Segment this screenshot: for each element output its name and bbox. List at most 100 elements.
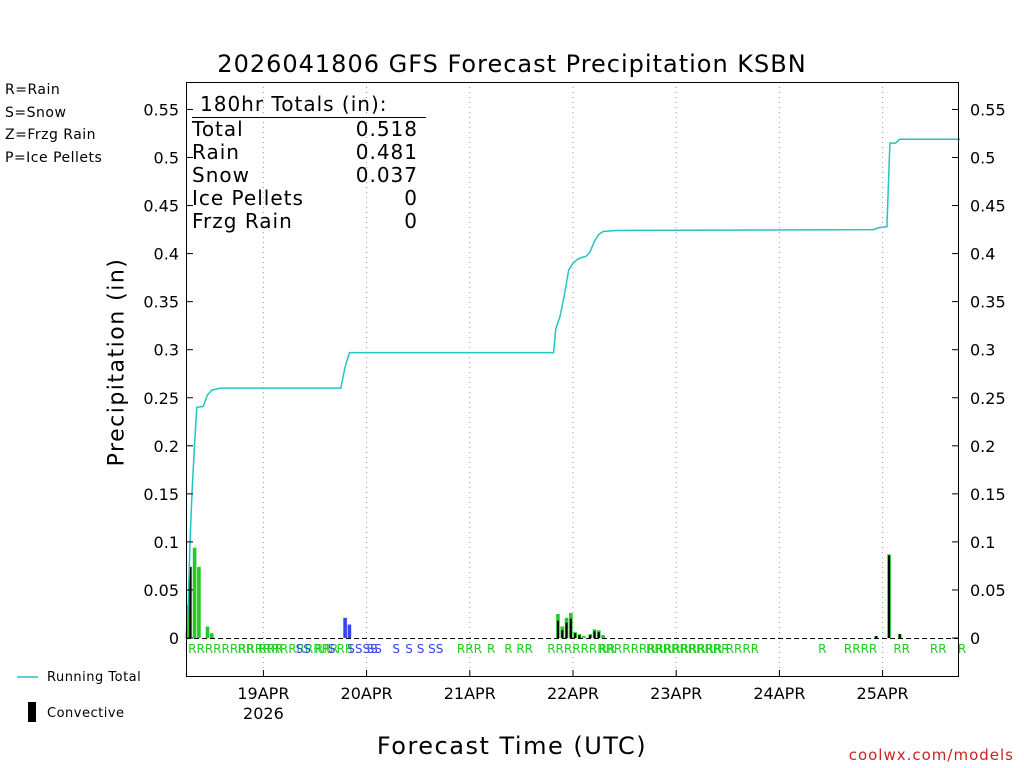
precip-bar xyxy=(210,633,214,638)
ptype-label: RRRRRRRRRR xyxy=(646,642,729,656)
y-tick-label: 0.35 xyxy=(143,293,179,312)
totals-row-ice-pellets: Ice Pellets 0 xyxy=(192,187,418,210)
y-tick-label: 0.45 xyxy=(143,197,179,216)
convective-bar xyxy=(578,635,581,638)
convective-bar xyxy=(875,636,878,638)
y-tick-label: 0.05 xyxy=(143,581,179,600)
ptype-label: RRR xyxy=(457,642,482,656)
ptype-label: RRRR xyxy=(726,642,759,656)
site-credit: coolwx.com/models xyxy=(848,746,1014,764)
ptype-label: RRRRRRRRRRRRRRRRRRRRR xyxy=(547,642,722,656)
y-tick-label: 0.4 xyxy=(154,245,179,264)
ptype-label: RR xyxy=(930,642,947,656)
convective-bar xyxy=(593,631,596,638)
totals-row-total: Total 0.518 xyxy=(192,118,418,141)
totals-value: 0 xyxy=(404,209,418,233)
convective-bar xyxy=(189,566,192,638)
convective-legend-swatch xyxy=(28,702,36,722)
convective-bar xyxy=(565,622,568,638)
ptype-label: S S SS xyxy=(405,642,443,656)
legend-frzg-rain: Z=Frzg Rain xyxy=(5,127,97,143)
y-tick-label: 0.3 xyxy=(970,341,995,360)
y-tick-label: 0.5 xyxy=(970,149,995,168)
y-tick-label: 0 xyxy=(169,629,179,648)
x-tick-label: 25APR xyxy=(857,684,909,703)
ptype-label: RR xyxy=(315,642,332,656)
y-tick-label: 0.1 xyxy=(154,533,179,552)
ptype-label: R xyxy=(818,642,826,656)
ptype-label: R RR xyxy=(504,642,533,656)
ptype-label: R xyxy=(487,642,495,656)
running-total-legend-label: Running Total xyxy=(47,670,142,685)
y-tick-label: 0.15 xyxy=(970,485,1006,504)
y-tick-label: 0.2 xyxy=(154,437,179,456)
totals-label: Frzg Rain xyxy=(192,209,293,233)
totals-row-rain: Rain 0.481 xyxy=(192,141,418,164)
precip-bars xyxy=(186,547,902,638)
y-tick-label: 0.05 xyxy=(970,581,1006,600)
convective-bar xyxy=(561,630,564,638)
y-tick-label: 0.3 xyxy=(154,341,179,360)
running-total-series xyxy=(185,138,960,639)
legend-rain: R=Rain xyxy=(5,82,61,98)
y-tick-label: 0.4 xyxy=(970,245,995,264)
x-tick-label: 21APR xyxy=(444,684,496,703)
running-total-line xyxy=(185,138,960,639)
ptype-label: R xyxy=(958,642,966,656)
convective-bar xyxy=(898,634,901,638)
ptype-label: SS xyxy=(367,642,382,656)
convective-bar xyxy=(574,633,577,638)
precip-bar xyxy=(186,605,190,638)
precip-bar xyxy=(343,617,347,638)
y-tick-label: 0.55 xyxy=(970,100,1006,119)
precip-bar xyxy=(347,624,352,638)
totals-value: 0 xyxy=(404,186,418,210)
y-tick-label: 0.2 xyxy=(970,437,995,456)
legend-ice-pellets: P=Ice Pellets xyxy=(5,150,103,166)
chart-title: 2026041806 GFS Forecast Precipitation KS… xyxy=(217,50,807,78)
y-tick-label: 0.25 xyxy=(970,389,1006,408)
y-axis-title: Precipitation (in) xyxy=(104,257,130,467)
x-axis-title: Forecast Time (UTC) xyxy=(376,732,648,760)
totals-box: 180hr Totals (in): Total 0.518 Rain 0.48… xyxy=(192,92,426,233)
convective-bar xyxy=(589,635,592,638)
y-tick-label: 0.45 xyxy=(970,197,1006,216)
y-tick-label: 0.1 xyxy=(970,533,995,552)
convective-bars xyxy=(189,555,901,638)
x-tick-label: 20APR xyxy=(341,684,393,703)
x-tick-sublabel: 2026 xyxy=(243,704,284,723)
ptype-label: RR xyxy=(599,642,616,656)
precip-bar xyxy=(205,626,210,638)
totals-label: Snow xyxy=(192,163,250,187)
precip-bar xyxy=(192,547,197,638)
y-axis-right: 0 0.05 0.1 0.15 0.2 0.25 0.3 0.35 0.4 0.45 0.5 0.55 xyxy=(952,100,1006,648)
convective-bar xyxy=(556,620,559,638)
y-tick-label: 0.55 xyxy=(143,100,179,119)
legend-snow: S=Snow xyxy=(5,105,67,121)
totals-value: 0.037 xyxy=(355,163,418,187)
ptype-label: RR xyxy=(337,642,354,656)
ptype-label: SSSS xyxy=(347,642,377,656)
ptype-label: RRRR xyxy=(844,642,877,656)
y-tick-label: 0.5 xyxy=(154,149,179,168)
x-tick-label: 19APR xyxy=(237,684,289,703)
totals-value: 0.518 xyxy=(355,117,418,141)
convective-bar xyxy=(569,618,572,638)
bottom-legend-marks xyxy=(17,676,38,722)
convective-bar xyxy=(597,632,600,638)
x-tick-label: 23APR xyxy=(650,684,702,703)
ptype-label: RR xyxy=(893,642,910,656)
y-tick-label: 0.35 xyxy=(970,293,1006,312)
ptype-label: S xyxy=(392,642,400,656)
ptype-label: RR RRR xyxy=(238,642,284,656)
totals-label: Ice Pellets xyxy=(192,186,304,210)
totals-label: Rain xyxy=(192,140,240,164)
totals-row-snow: Snow 0.037 xyxy=(192,164,418,187)
y-tick-label: 0 xyxy=(970,629,980,648)
x-tick-label: 22APR xyxy=(547,684,599,703)
convective-bar xyxy=(888,555,891,638)
y-tick-label: 0.25 xyxy=(143,389,179,408)
